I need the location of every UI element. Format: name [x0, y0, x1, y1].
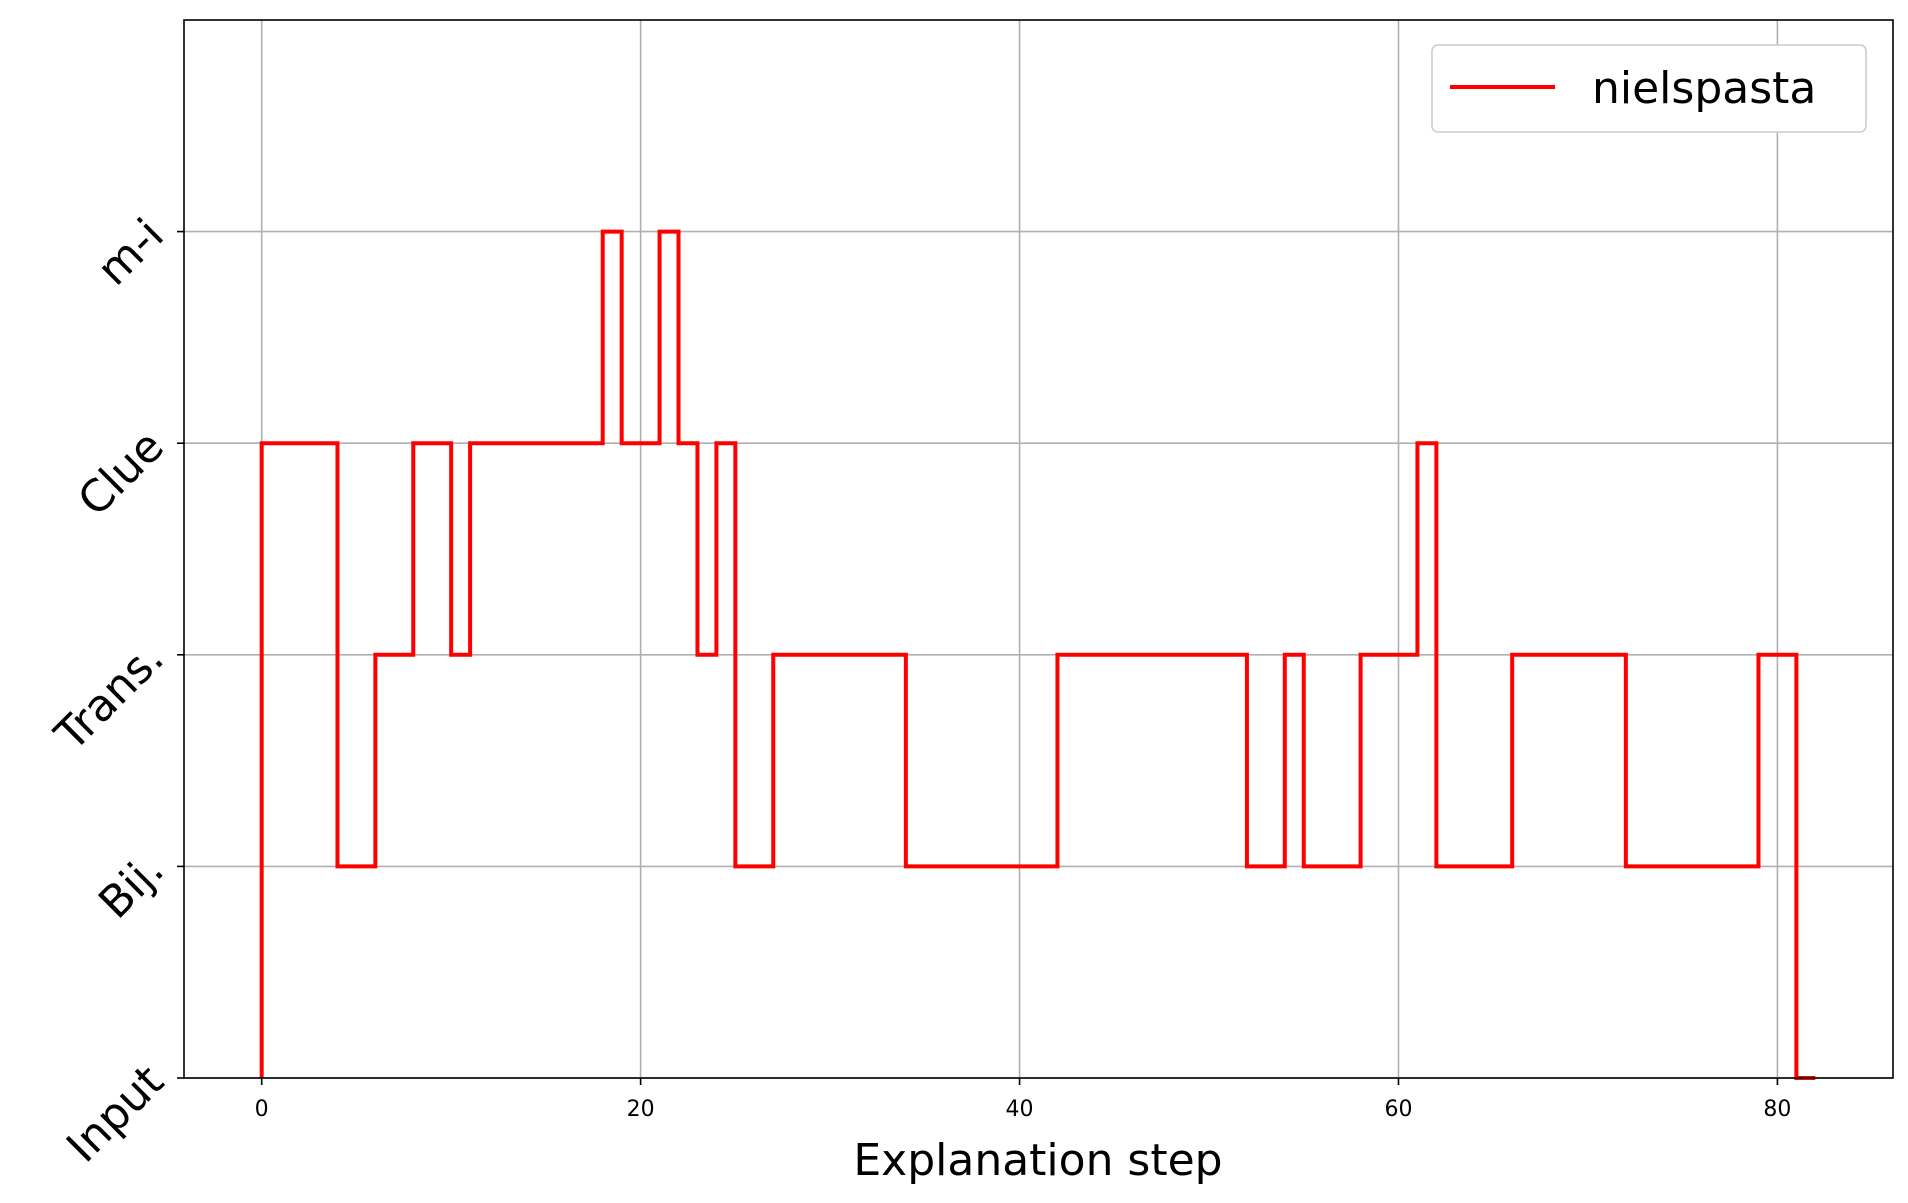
- x-tick-label: 20: [627, 1097, 655, 1122]
- y-tick-label: Input: [57, 1056, 174, 1173]
- series-layer: [259, 229, 1816, 1080]
- y-tick-label: Trans.: [45, 633, 174, 762]
- legend-label: nielspasta: [1592, 63, 1816, 114]
- series-line-nielspasta: [259, 229, 1816, 1080]
- x-tick-label: 60: [1384, 1097, 1412, 1122]
- y-axis: Input Bij. Trans. Clue m-i: [45, 209, 184, 1172]
- plot-frame: [183, 19, 1894, 1079]
- x-axis: 0 20 40 60 80: [255, 1078, 1791, 1122]
- y-tick-label: Bij.: [89, 844, 174, 929]
- x-tick-label: 0: [255, 1097, 269, 1122]
- plot-background: [184, 20, 1893, 1078]
- x-axis-label: Explanation step: [853, 1135, 1222, 1186]
- y-tick-label: Clue: [68, 421, 173, 526]
- legend-box: [1431, 44, 1867, 133]
- x-tick-label: 40: [1006, 1097, 1034, 1122]
- x-tick-label: 80: [1763, 1097, 1791, 1122]
- y-tick-label: m-i: [88, 209, 174, 295]
- legend: nielspasta: [1431, 44, 1867, 133]
